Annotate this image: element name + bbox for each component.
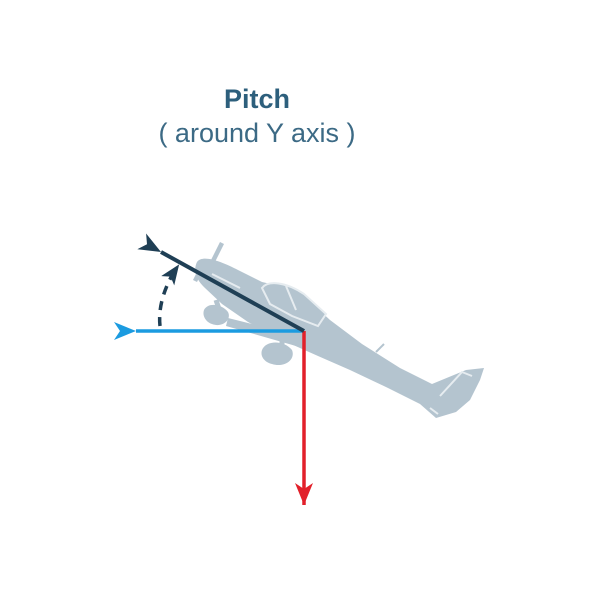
canopy-frame: [285, 285, 297, 311]
diagram-subtitle: ( around Y axis ): [158, 118, 356, 148]
main-wheel: [261, 342, 293, 366]
fuselage-line: [211, 273, 241, 289]
airplane-silhouette-icon: [193, 242, 484, 418]
front-wheel: [203, 304, 229, 326]
pitch-rotation-arc: [157, 264, 180, 327]
antenna: [375, 343, 385, 353]
heading: Pitch ( around Y axis ): [0, 82, 514, 150]
diagram-title: Pitch: [223, 84, 290, 114]
pitched-axis-arrow: [137, 233, 305, 333]
tail-fin-line: [439, 370, 473, 397]
tail-elevator: [429, 407, 439, 415]
propeller: [210, 242, 224, 264]
front-gear-strut: [213, 299, 223, 313]
